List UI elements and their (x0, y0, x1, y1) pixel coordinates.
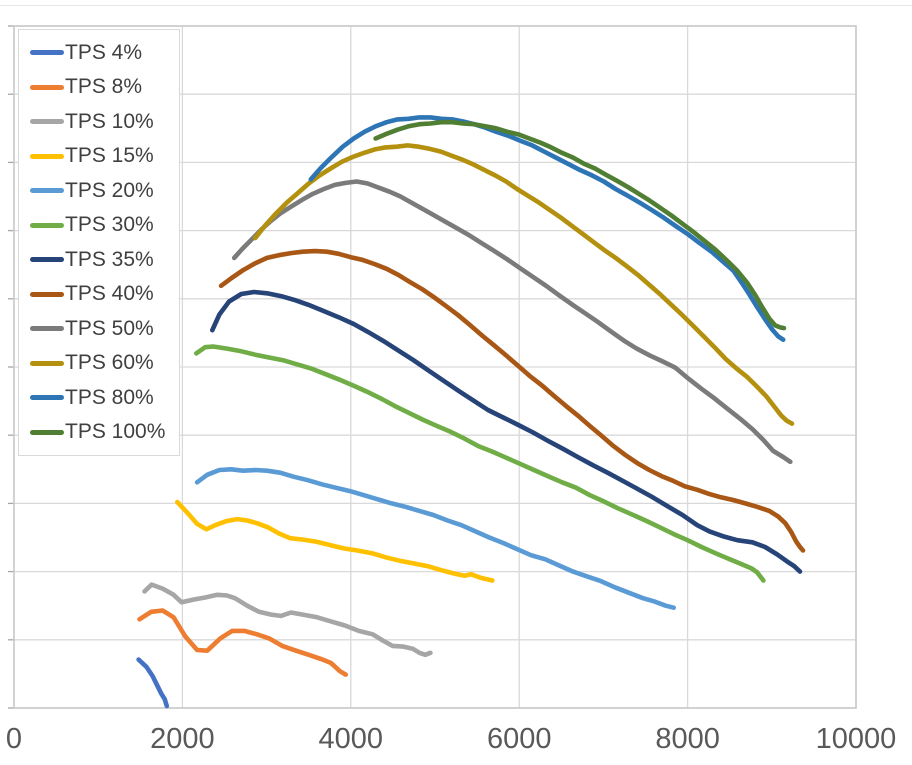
legend-item-label: TPS 20% (65, 178, 154, 202)
series-line-tps-40- (218, 248, 806, 553)
window-top-border (0, 5, 912, 6)
x-axis-label: 4000 (319, 723, 384, 755)
legend-item-tps-20-: TPS 20% (30, 174, 179, 209)
legend-line-swatch (30, 153, 64, 159)
x-axis-label: 10000 (816, 723, 897, 755)
legend-item-tps-60-: TPS 60% (30, 346, 179, 381)
chart-legend: TPS 4% TPS 8% TPS 10% TPS 15% TPS 20% TPS 30%… (18, 29, 180, 456)
series-line-tps-10- (142, 582, 433, 658)
series-line-tps-20- (194, 466, 677, 611)
legend-item-tps-10-: TPS 10% (30, 105, 179, 140)
series-line-tps-80- (308, 115, 786, 343)
legend-item-label: TPS 15% (65, 144, 154, 168)
x-axis-label: 6000 (487, 723, 552, 755)
legend-line-swatch (30, 291, 64, 297)
series-line-tps-100- (373, 119, 787, 331)
legend-item-tps-100-: TPS 100% (30, 415, 179, 450)
legend-item-label: TPS 40% (65, 282, 154, 306)
x-axis-label: 2000 (150, 723, 215, 755)
legend-item-label: TPS 30% (65, 213, 154, 237)
legend-line-swatch (30, 429, 64, 435)
legend-line-swatch (30, 326, 64, 332)
series-line-tps-30- (194, 344, 766, 583)
legend-line-swatch (30, 84, 64, 90)
x-axis-label: 8000 (655, 723, 720, 755)
legend-item-label: TPS 100% (65, 420, 166, 444)
series-line-tps-35- (210, 289, 803, 574)
x-axis-label: 0 (6, 723, 22, 755)
legend-item-label: TPS 80% (65, 385, 154, 409)
legend-line-swatch (30, 119, 64, 125)
legend-item-label: TPS 10% (65, 109, 154, 133)
legend-item-tps-35-: TPS 35% (30, 243, 179, 278)
legend-line-swatch (30, 188, 64, 194)
legend-item-tps-80-: TPS 80% (30, 381, 179, 416)
legend-item-tps-40-: TPS 40% (30, 277, 179, 312)
legend-item-label: TPS 35% (65, 247, 154, 271)
plot-border (13, 25, 857, 709)
legend-item-label: TPS 50% (65, 316, 154, 340)
legend-item-label: TPS 4% (65, 40, 143, 64)
legend-item-tps-50-: TPS 50% (30, 312, 179, 347)
legend-item-tps-4-: TPS 4% (30, 36, 179, 71)
series-line-tps-4- (136, 657, 170, 709)
legend-item-tps-30-: TPS 30% (30, 208, 179, 243)
legend-line-swatch (30, 222, 64, 228)
legend-line-swatch (30, 395, 64, 401)
legend-item-label: TPS 8% (65, 75, 143, 99)
series-line-tps-60- (252, 143, 795, 426)
legend-line-swatch (30, 257, 64, 263)
series-line-tps-50- (231, 179, 793, 465)
series-line-tps-15- (175, 499, 495, 583)
legend-line-swatch (30, 360, 64, 366)
series-line-tps-8- (137, 608, 349, 677)
legend-line-swatch (30, 50, 64, 56)
legend-item-label: TPS 60% (65, 351, 154, 375)
legend-item-tps-8-: TPS 8% (30, 70, 179, 105)
legend-item-tps-15-: TPS 15% (30, 139, 179, 174)
